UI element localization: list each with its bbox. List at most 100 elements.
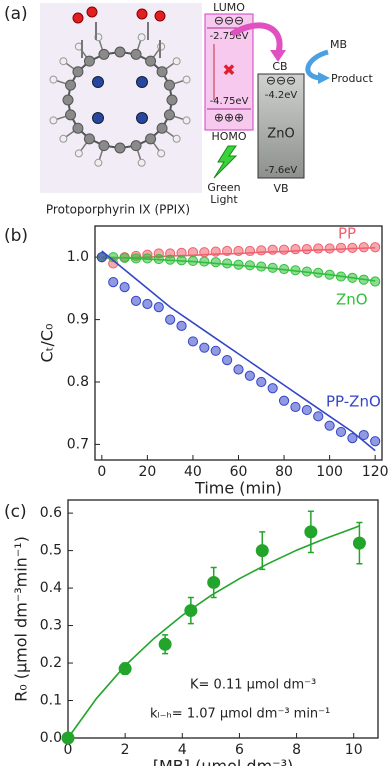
point [301,243,312,255]
point [130,253,142,264]
point [244,370,255,381]
point [165,314,176,325]
atom [163,109,175,121]
panel-label: (b) [4,226,28,246]
atom [182,75,191,84]
point [158,637,172,651]
atom [137,158,146,167]
light-label: Light [210,193,238,206]
reaction-arrow [305,49,329,81]
transfer-arrow [230,22,283,55]
y-tick-label: 0.2 [40,655,62,671]
point [61,731,75,745]
y-axis-label: R₀ (μmol dm⁻³min⁻¹) [12,536,31,702]
point [184,604,198,618]
point [267,244,278,255]
point [244,260,255,271]
panel-label: (c) [4,502,27,522]
point [244,245,255,257]
atom [114,46,126,58]
point [256,245,267,256]
atom [137,33,146,42]
y-tick-label: 0.7 [67,436,89,452]
molecule [49,6,191,167]
atom [130,48,142,60]
atom [182,116,191,125]
point [210,257,221,268]
point [207,575,221,589]
x-tick-label: 80 [275,464,293,480]
point [313,411,324,422]
atom [166,94,178,106]
x-tick-label: 60 [230,464,248,480]
product-label: Product [331,72,373,85]
point [153,302,164,313]
point [142,298,153,310]
point [256,261,267,272]
y-tick-label: 0.9 [67,312,89,328]
x-tick-label: 2 [121,742,130,758]
point [119,252,130,263]
atom [172,134,181,143]
x-tick-label: 6 [235,742,244,758]
y-tick-label: 0.5 [40,543,62,559]
point [335,271,347,282]
atom [157,42,166,51]
point [233,259,244,270]
atom [145,55,157,67]
atom [172,57,181,66]
point [324,420,335,431]
atom [83,133,95,145]
light-bolt [213,145,238,179]
homo-label: HOMO [211,130,246,143]
vb-label: VB [273,182,288,195]
point [187,336,199,347]
atom [154,10,166,22]
cb-energy: -4.2eV [265,90,298,101]
point [347,272,358,283]
point [176,255,187,266]
atom [136,112,148,124]
point [290,401,301,413]
point [210,345,221,356]
mb-label: MB [330,38,347,51]
atom [74,149,83,158]
x-tick-label: 0 [64,742,73,758]
atom [94,158,103,167]
point [352,536,366,550]
point [199,342,210,353]
y-tick-label: 0.1 [40,693,62,709]
point [199,256,210,267]
point [267,383,278,394]
holes: ⊕⊕⊕ [214,111,244,125]
atom [156,122,168,134]
vb-energy: -7.6eV [265,165,298,176]
point [142,253,153,264]
annotation: K= 0.11 μmol dm⁻³ [190,678,316,693]
atom [49,75,58,84]
point [335,426,347,438]
cross: ✖ [222,61,235,80]
atom [145,133,157,145]
light-label: Green [207,181,240,194]
point [370,436,381,447]
point [313,243,324,254]
point [324,269,335,280]
atom [49,116,58,125]
point [165,254,176,265]
point [313,267,324,278]
atom [65,109,77,121]
y-tick-label: 0.3 [40,618,62,634]
point [301,404,312,416]
homo-energy: -4.75eV [210,96,249,107]
x-tick-label: 40 [184,464,202,480]
point [222,245,233,257]
x-tick-label: 8 [292,742,301,758]
point [278,263,290,275]
electrons: ⊖⊖⊖ [214,14,244,28]
point [370,242,381,253]
atom [136,76,148,88]
point [358,242,369,253]
zno-label: ZnO [267,127,294,142]
